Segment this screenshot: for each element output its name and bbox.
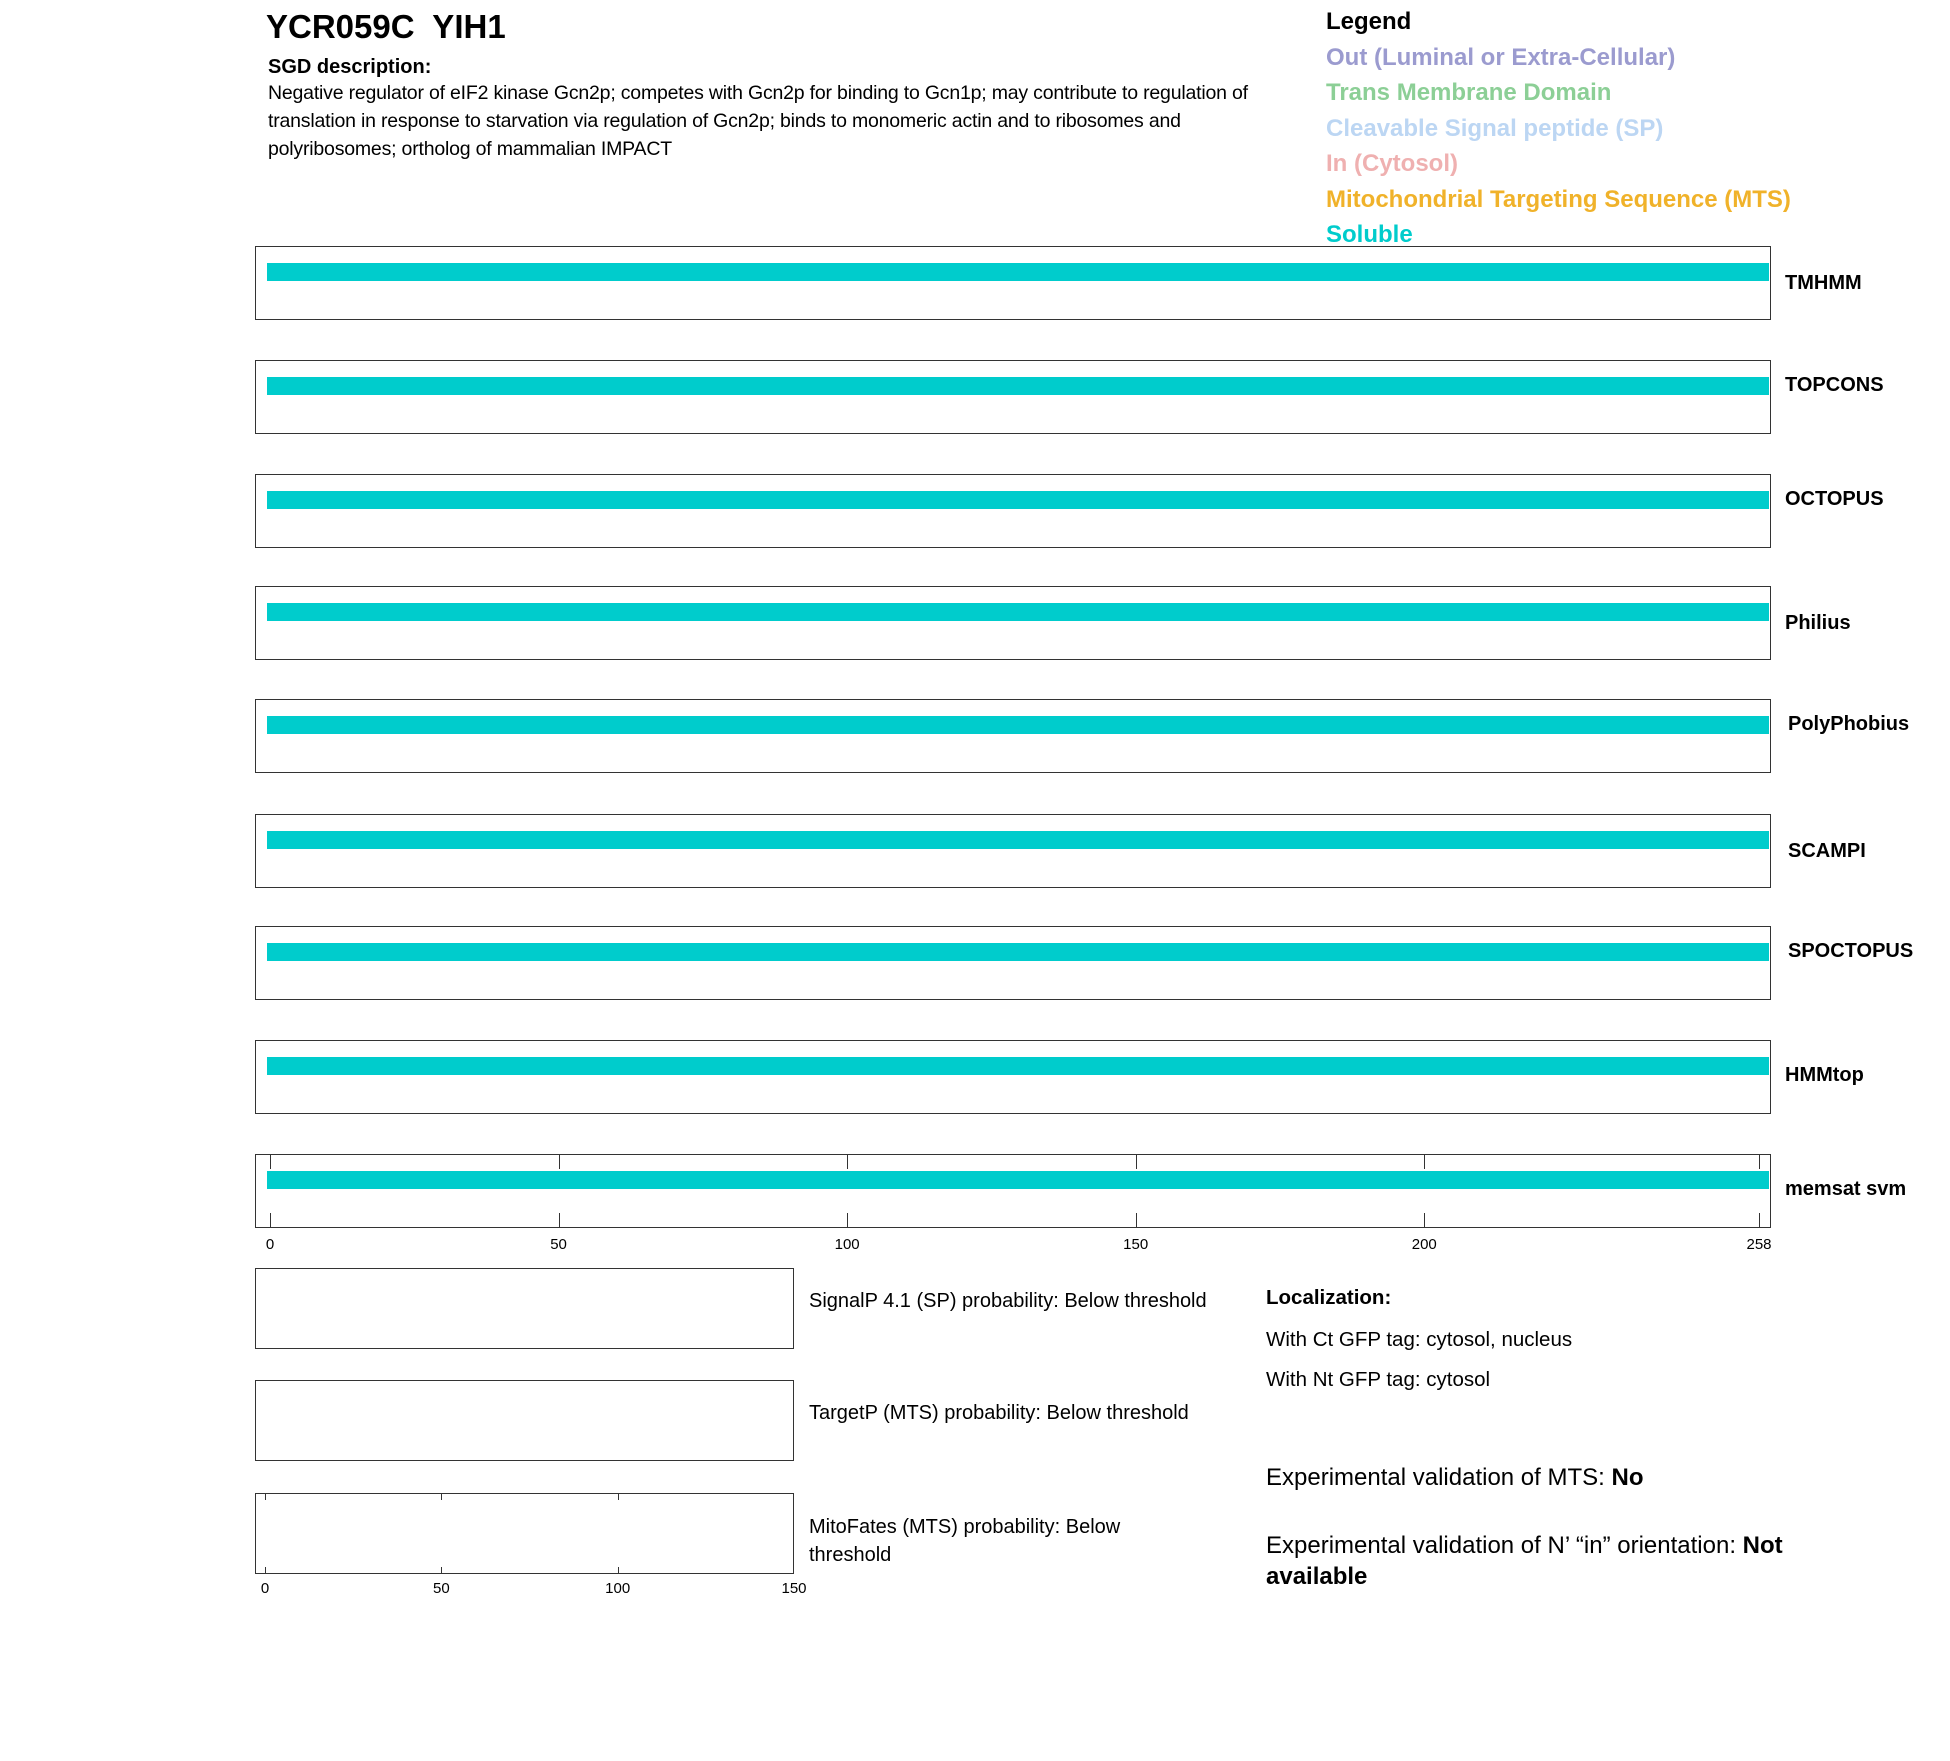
segment-bar (267, 1171, 1769, 1189)
axis-tick (441, 1494, 443, 1500)
x-tick-label: 50 (432, 1580, 450, 1597)
orientation-validation-value: Not available (1266, 1532, 1783, 1590)
probability-panel (255, 1493, 794, 1574)
track-label: SPOCTOPUS (1788, 940, 1914, 962)
mts-validation-value: No (1611, 1464, 1644, 1491)
segment-bar (267, 491, 1769, 509)
track-panel (255, 474, 1771, 548)
legend-item-in: In (Cytosol) (1326, 150, 1458, 177)
axis-tick (847, 1213, 849, 1227)
axis-tick (1424, 1213, 1426, 1227)
segment-bar (267, 943, 1769, 961)
track-label: Philius (1785, 612, 1851, 634)
legend-item-out: Out (Luminal or Extra-Cellular) (1326, 43, 1676, 71)
x-tick-label: 0 (260, 1580, 270, 1597)
track-label: PolyPhobius (1788, 713, 1910, 735)
probability-text: TargetP (MTS) probability: Below thresho… (809, 1402, 1189, 1424)
track-panel (255, 246, 1771, 320)
segment-bar (267, 831, 1769, 849)
probability-text: SignalP 4.1 (SP) probability: Below thre… (809, 1290, 1207, 1312)
probability-panel (255, 1380, 794, 1461)
legend-item-sp: Cleavable Signal peptide (SP) (1326, 114, 1664, 142)
axis-tick (1759, 1155, 1760, 1169)
probability-text: MitoFates (MTS) probability: Below thres… (809, 1516, 1121, 1566)
mts-validation: Experimental validation of MTS: No (1266, 1462, 1826, 1493)
segment-bar (267, 263, 1769, 281)
axis-tick (1135, 1155, 1137, 1169)
probability-panel (255, 1268, 794, 1349)
legend-item-soluble: Soluble (1326, 221, 1413, 248)
legend-item-mts: Mitochondrial Targeting Sequence (MTS) (1326, 185, 1791, 213)
x-tick-label: 100 (605, 1580, 631, 1597)
track-label: TOPCONS (1785, 374, 1884, 396)
axis-tick (265, 1567, 266, 1573)
description-heading: SGD description: (268, 56, 432, 78)
x-tick-label: 100 (834, 1236, 860, 1253)
mts-validation-label: Experimental validation of MTS: (1266, 1464, 1612, 1491)
segment-bar (267, 1057, 1769, 1075)
localization-nt: With Nt GFP tag: cytosol (1266, 1368, 1491, 1391)
orientation-validation: Experimental validation of N’ “in” orien… (1266, 1530, 1826, 1592)
track-panel (255, 586, 1771, 660)
legend: Legend Out (Luminal or Extra-Cellular) T… (1326, 4, 1791, 253)
segment-bar (267, 377, 1769, 395)
axis-tick (617, 1567, 619, 1573)
legend-title: Legend (1326, 8, 1412, 35)
axis-tick (1759, 1213, 1760, 1227)
track-label: HMMtop (1785, 1064, 1864, 1086)
localization-ct: With Ct GFP tag: cytosol, nucleus (1266, 1328, 1573, 1351)
x-tick-label: 150 (1123, 1236, 1149, 1253)
track-label: OCTOPUS (1785, 488, 1884, 510)
x-tick-label: 50 (550, 1236, 567, 1253)
legend-item-tm: Trans Membrane Domain (1326, 79, 1612, 106)
track-label: SCAMPI (1788, 840, 1866, 862)
description-text: Negative regulator of eIF2 kinase Gcn2p;… (268, 82, 1248, 160)
axis-tick (617, 1494, 619, 1500)
track-panel (255, 1154, 1771, 1228)
track-panel (255, 699, 1771, 773)
axis-tick (558, 1213, 560, 1227)
track-label: memsat svm (1785, 1178, 1907, 1200)
axis-tick (1424, 1155, 1426, 1169)
segment-bar (267, 603, 1769, 621)
axis-tick (265, 1494, 266, 1500)
track-panel (255, 926, 1771, 1000)
axis-tick (1135, 1213, 1137, 1227)
track-label: TMHMM (1785, 272, 1862, 294)
segment-bar (267, 716, 1769, 734)
track-panel (255, 360, 1771, 434)
page-title: YCR059C YIH1 (266, 8, 506, 45)
x-tick-label: 0 (265, 1236, 275, 1253)
axis-tick (270, 1213, 271, 1227)
x-tick-label: 200 (1411, 1236, 1437, 1253)
axis-tick (441, 1567, 443, 1573)
localization-heading: Localization: (1266, 1286, 1392, 1309)
orientation-validation-label: Experimental validation of N’ “in” orien… (1266, 1532, 1743, 1559)
axis-tick (847, 1155, 849, 1169)
axis-tick (558, 1155, 560, 1169)
axis-tick (270, 1155, 271, 1169)
x-tick-label: 150 (781, 1580, 807, 1597)
x-tick-label: 258 (1746, 1236, 1772, 1253)
track-panel (255, 814, 1771, 888)
track-panel (255, 1040, 1771, 1114)
